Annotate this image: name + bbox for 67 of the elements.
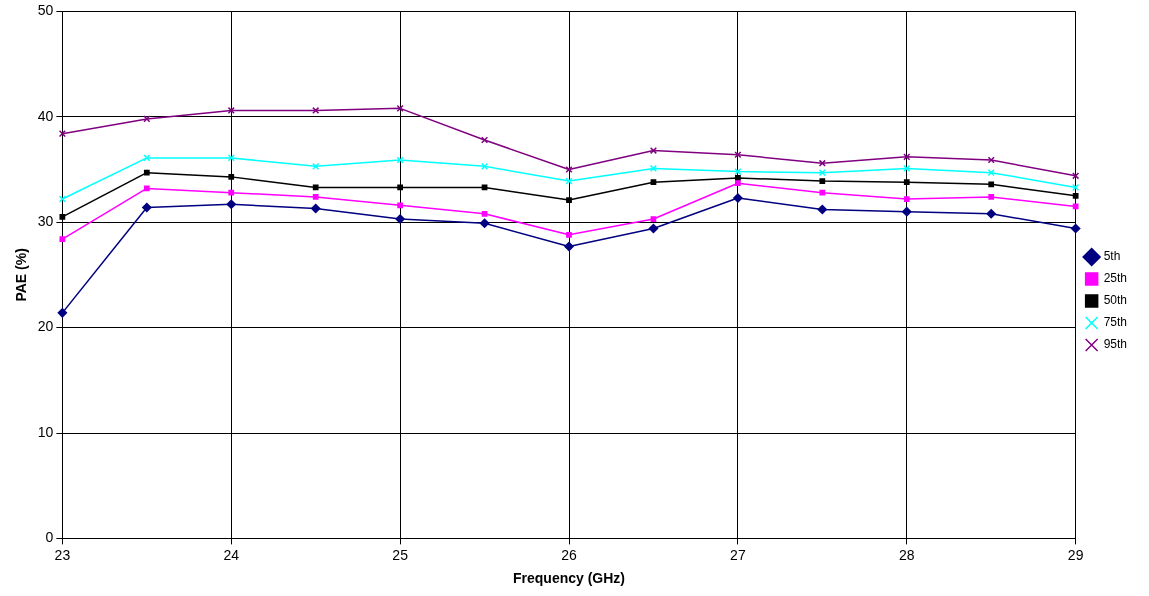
point bbox=[650, 216, 657, 222]
point bbox=[395, 214, 405, 224]
x-tick-label: 25 bbox=[392, 546, 409, 563]
point bbox=[735, 175, 741, 181]
x-tick-label: 27 bbox=[730, 546, 746, 563]
legend-label: 25th bbox=[1103, 271, 1127, 286]
point bbox=[735, 180, 741, 187]
point bbox=[649, 146, 658, 155]
point bbox=[564, 241, 574, 252]
point bbox=[819, 189, 826, 196]
x-tick-label: 26 bbox=[561, 546, 578, 563]
point bbox=[58, 130, 66, 138]
point bbox=[902, 206, 912, 217]
point bbox=[650, 179, 657, 186]
point bbox=[312, 184, 319, 191]
point bbox=[481, 210, 488, 217]
point bbox=[479, 218, 490, 228]
point bbox=[1072, 183, 1080, 191]
y-tick-label: 40 bbox=[37, 107, 54, 124]
point bbox=[986, 209, 996, 219]
y-tick-label: 30 bbox=[37, 213, 54, 230]
point bbox=[1072, 192, 1079, 199]
point bbox=[228, 174, 235, 180]
point bbox=[817, 204, 828, 215]
point bbox=[903, 196, 910, 202]
point bbox=[648, 223, 659, 234]
point bbox=[312, 162, 320, 170]
point bbox=[228, 189, 235, 196]
x-tick-label: 29 bbox=[1067, 546, 1084, 563]
point bbox=[59, 214, 66, 220]
point bbox=[226, 199, 236, 210]
point bbox=[58, 195, 66, 203]
point bbox=[397, 202, 403, 209]
x-tick-label: 24 bbox=[223, 546, 240, 563]
point bbox=[397, 184, 403, 191]
point bbox=[310, 203, 321, 214]
point bbox=[988, 181, 995, 188]
x-tick-label: 28 bbox=[898, 546, 915, 563]
legend-label: 95th bbox=[1103, 337, 1127, 352]
point bbox=[818, 169, 826, 177]
point bbox=[312, 194, 319, 200]
point bbox=[480, 136, 489, 144]
point bbox=[733, 193, 743, 203]
y-axis-title: PAE (%) bbox=[13, 248, 30, 302]
point bbox=[143, 169, 150, 176]
y-tick-label: 0 bbox=[45, 529, 54, 546]
point bbox=[566, 231, 572, 238]
legend-label: 5th bbox=[1103, 249, 1121, 264]
x-axis-title: Frequency (GHz) bbox=[513, 570, 626, 587]
y-tick-label: 20 bbox=[37, 318, 54, 335]
point bbox=[1070, 223, 1081, 234]
legend-label: 75th bbox=[1103, 315, 1127, 330]
point bbox=[59, 236, 66, 242]
point bbox=[142, 202, 152, 213]
point bbox=[649, 164, 658, 173]
point bbox=[1072, 203, 1079, 210]
point bbox=[988, 194, 995, 200]
legend-label: 50th bbox=[1103, 293, 1127, 308]
point bbox=[819, 178, 826, 184]
y-tick-label: 10 bbox=[37, 423, 54, 440]
point bbox=[57, 308, 68, 318]
point bbox=[566, 197, 572, 203]
x-tick-label: 23 bbox=[54, 546, 71, 563]
point bbox=[903, 179, 910, 186]
y-tick-label: 50 bbox=[37, 2, 54, 19]
point bbox=[143, 185, 150, 192]
point bbox=[565, 165, 573, 174]
